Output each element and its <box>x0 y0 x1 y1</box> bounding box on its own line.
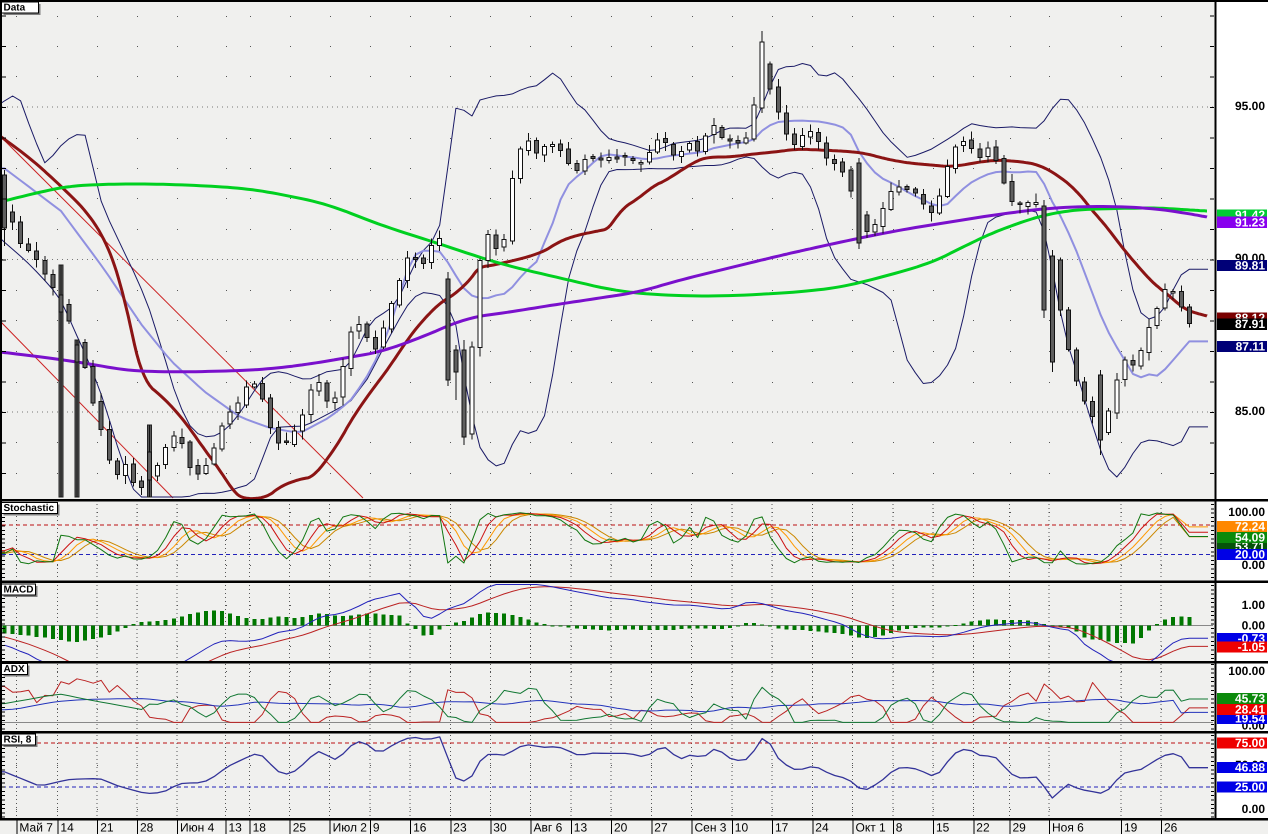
svg-text:25: 25 <box>293 821 307 834</box>
svg-text:89.81: 89.81 <box>1235 258 1265 272</box>
svg-text:0.00: 0.00 <box>1242 618 1266 632</box>
svg-text:RSI, 8: RSI, 8 <box>4 735 32 746</box>
svg-text:22: 22 <box>976 821 990 834</box>
svg-text:28.41: 28.41 <box>1235 703 1265 717</box>
svg-text:Окт 1: Окт 1 <box>856 821 887 834</box>
svg-text:27: 27 <box>654 821 668 834</box>
svg-text:13: 13 <box>229 821 243 834</box>
svg-text:20: 20 <box>614 821 628 834</box>
svg-text:45.73: 45.73 <box>1235 692 1265 706</box>
svg-text:30: 30 <box>493 821 507 834</box>
svg-text:Ноя 6: Ноя 6 <box>1052 821 1084 834</box>
svg-text:1.00: 1.00 <box>1242 598 1266 612</box>
svg-text:ADX: ADX <box>4 664 25 675</box>
svg-text:Stochastic: Stochastic <box>4 503 55 514</box>
svg-text:23: 23 <box>453 821 467 834</box>
svg-text:29: 29 <box>1013 821 1027 834</box>
svg-text:15: 15 <box>936 821 950 834</box>
svg-text:91.23: 91.23 <box>1235 215 1265 229</box>
svg-text:87.11: 87.11 <box>1236 340 1266 354</box>
svg-text:54.09: 54.09 <box>1235 531 1265 545</box>
svg-text:26: 26 <box>1164 821 1178 834</box>
svg-text:13: 13 <box>574 821 588 834</box>
svg-text:-1.05: -1.05 <box>1238 640 1266 654</box>
svg-text:72.24: 72.24 <box>1235 520 1265 534</box>
svg-text:46.88: 46.88 <box>1235 761 1265 775</box>
svg-text:MACD: MACD <box>4 585 34 596</box>
svg-text:14: 14 <box>60 821 74 834</box>
svg-text:75.00: 75.00 <box>1235 736 1265 750</box>
svg-text:Сен 3: Сен 3 <box>695 821 727 834</box>
svg-text:95.00: 95.00 <box>1235 99 1265 113</box>
svg-text:28: 28 <box>140 821 154 834</box>
svg-text:20.00: 20.00 <box>1235 548 1265 562</box>
svg-text:8: 8 <box>896 821 903 834</box>
svg-text:Июл 2: Июл 2 <box>333 821 368 834</box>
svg-text:18: 18 <box>253 821 267 834</box>
svg-text:21: 21 <box>100 821 114 834</box>
svg-text:0.00: 0.00 <box>1242 802 1266 816</box>
svg-text:100.00: 100.00 <box>1228 505 1265 519</box>
svg-text:Data: Data <box>4 3 26 14</box>
svg-text:17: 17 <box>775 821 789 834</box>
svg-text:Авг 6: Авг 6 <box>534 821 563 834</box>
svg-text:19: 19 <box>1124 821 1138 834</box>
svg-text:25.00: 25.00 <box>1235 780 1265 794</box>
svg-text:85.00: 85.00 <box>1235 404 1265 418</box>
svg-text:24: 24 <box>815 821 829 834</box>
svg-text:Июн 4: Июн 4 <box>180 821 215 834</box>
svg-text:87.91: 87.91 <box>1235 317 1265 331</box>
svg-text:16: 16 <box>413 821 427 834</box>
svg-text:0.00: 0.00 <box>1242 558 1266 572</box>
svg-text:10: 10 <box>735 821 749 834</box>
svg-text:9: 9 <box>373 821 380 834</box>
svg-text:100.00: 100.00 <box>1228 664 1265 678</box>
svg-text:Май 7: Май 7 <box>19 821 53 834</box>
